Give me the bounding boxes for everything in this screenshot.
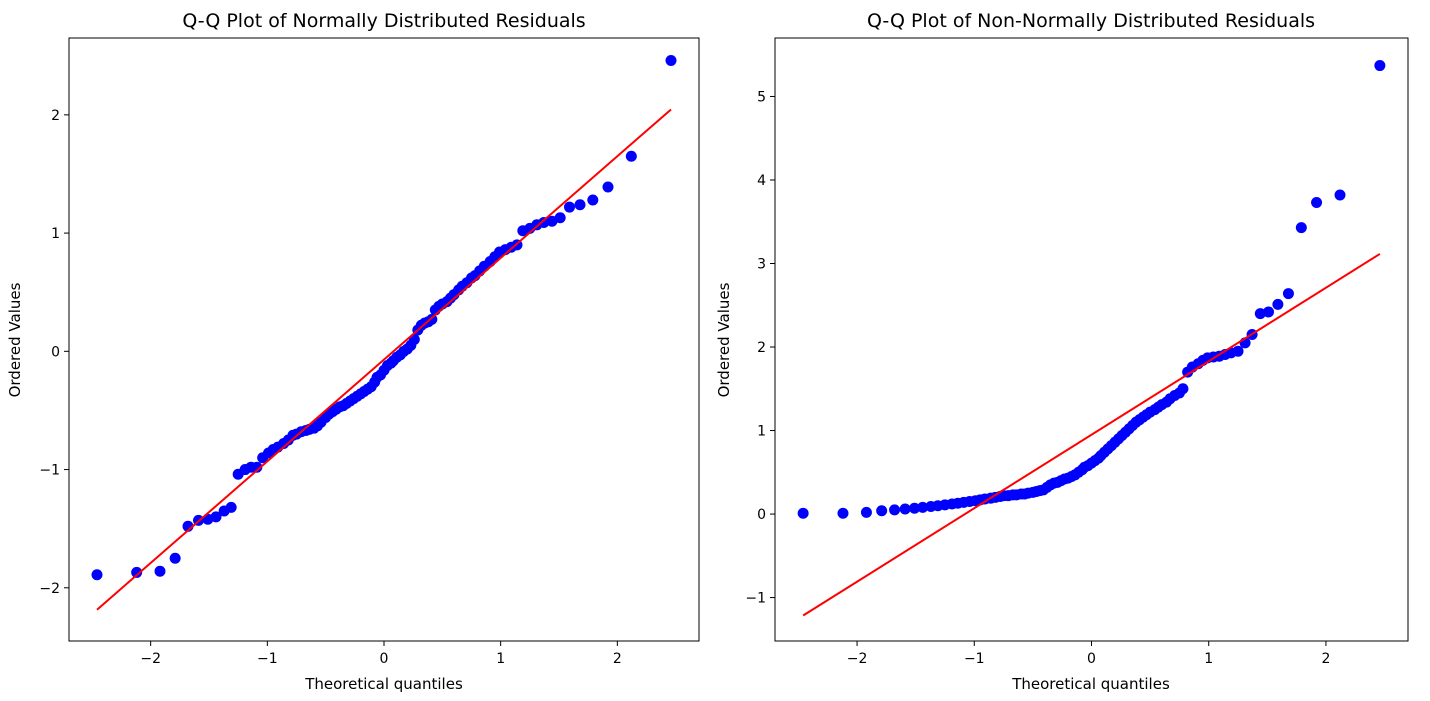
data-point [1177,383,1189,395]
x-axis-label: Theoretical quantiles [304,675,463,693]
data-point [665,54,677,66]
data-point [1334,189,1346,201]
chart-title: Q-Q Plot of Non-Normally Distributed Res… [867,10,1315,32]
data-point [1272,298,1284,310]
axes-frame [774,37,1409,642]
reference-line [802,253,1381,617]
x-tick-label: 1 [1204,651,1213,667]
y-tick-label: 2 [757,340,766,356]
data-point [876,505,888,517]
y-axis-label: Ordered Values [715,282,733,397]
y-tick-label: −1 [39,463,60,479]
x-tick-label: −1 [964,651,985,667]
data-point [1311,197,1323,209]
y-tick-label: 3 [757,256,766,272]
data-point [587,194,599,206]
x-tick-label: 2 [613,651,622,667]
plot-area: −2 −1 0 1 2 −2 −1 0 1 2 [39,54,677,667]
data-point [574,199,586,211]
data-point [797,507,809,519]
data-point [1282,288,1294,300]
y-tick-label: 0 [757,507,766,523]
data-point [251,461,263,473]
data-point [538,216,550,228]
data-point [908,502,920,514]
x-tick-label: 1 [496,651,505,667]
y-tick-label: 5 [757,89,766,105]
data-point [131,566,143,578]
y-tick-label: 2 [51,108,60,124]
data-point [889,504,901,516]
reference-line [96,108,672,611]
data-point [899,503,911,515]
x-tick-label: −1 [257,651,278,667]
x-tick-label: −2 [140,651,161,667]
data-point [602,181,614,193]
data-point [154,565,166,577]
y-tick-label: 1 [51,226,60,242]
data-point [860,506,872,518]
data-point [1254,308,1266,320]
y-axis-label: Ordered Values [6,282,24,397]
data-point [1263,306,1275,318]
data-point [91,569,103,581]
data-point [564,201,575,213]
data-point [225,501,237,513]
y-tick-label: −1 [745,591,766,607]
y-tick-label: 4 [757,173,766,189]
plot-area: −2 −1 0 1 2 −1 0 1 2 3 4 5 [745,60,1386,667]
x-tick-label: 0 [1087,651,1096,667]
chart-title: Q-Q Plot of Normally Distributed Residua… [182,10,585,32]
data-point [625,150,637,162]
qq-plot-normal: Q-Q Plot of Normally Distributed Residua… [6,10,700,693]
data-point [210,511,222,523]
y-tick-label: −2 [39,581,60,597]
axes-frame [68,37,700,642]
data-point [1374,60,1386,72]
data-point [554,212,566,224]
data-point [837,507,849,519]
data-point [1295,222,1307,234]
data-point [169,552,181,564]
qq-plot-non-normal: Q-Q Plot of Non-Normally Distributed Res… [715,10,1409,693]
data-point [1232,345,1244,357]
x-axis-label: Theoretical quantiles [1011,675,1170,693]
x-tick-label: 2 [1321,651,1330,667]
x-tick-label: 0 [380,651,389,667]
y-tick-label: 1 [757,424,766,440]
x-tick-label: −2 [847,651,868,667]
y-tick-label: 0 [51,344,60,360]
data-point [917,501,929,513]
